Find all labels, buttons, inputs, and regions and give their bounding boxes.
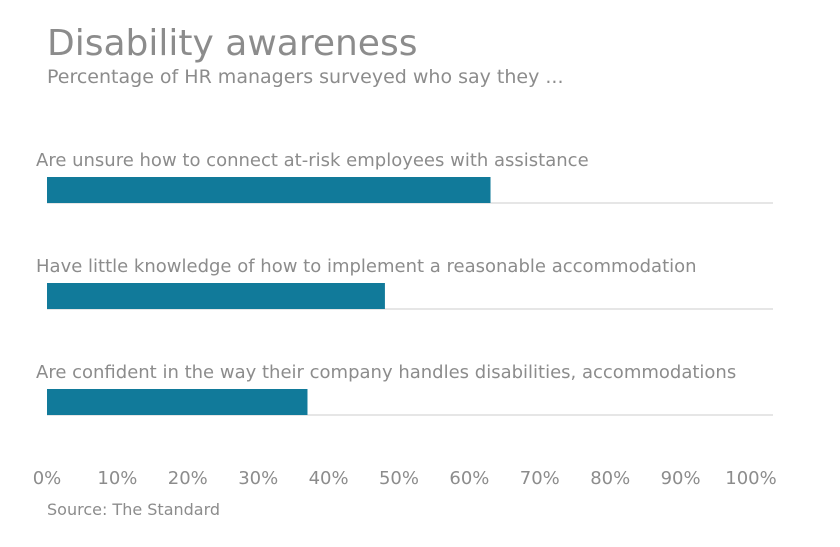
x-tick-label: 80% (590, 468, 630, 489)
x-tick-label: 90% (661, 468, 701, 489)
x-tick-label: 40% (309, 468, 349, 489)
x-tick-label: 60% (449, 468, 489, 489)
chart-title: Disability awareness (47, 23, 418, 64)
bar (47, 177, 491, 203)
chart-subtitle: Percentage of HR managers surveyed who s… (47, 66, 564, 88)
x-tick-label: 10% (97, 468, 137, 489)
x-tick-label: 100% (725, 468, 776, 489)
x-tick-label: 70% (520, 468, 560, 489)
x-tick-label: 0% (33, 468, 62, 489)
bar (47, 389, 308, 415)
source-note: Source: The Standard (47, 500, 221, 519)
bar-chart: Are unsure how to connect at-risk employ… (33, 150, 777, 489)
x-tick-label: 30% (238, 468, 278, 489)
x-tick-label: 20% (168, 468, 208, 489)
category-label: Are confident in the way their company h… (36, 362, 736, 383)
x-tick-label: 50% (379, 468, 419, 489)
category-label: Have little knowledge of how to implemen… (36, 256, 697, 277)
category-label: Are unsure how to connect at-risk employ… (36, 150, 589, 171)
bar (47, 283, 385, 309)
